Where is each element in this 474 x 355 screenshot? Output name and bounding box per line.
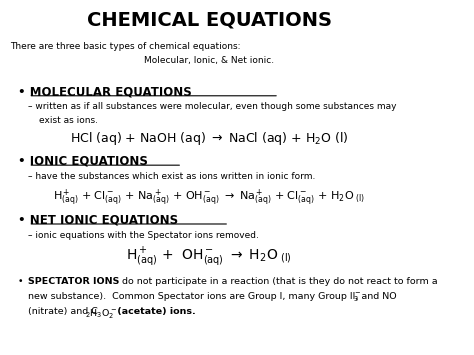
Text: $_3^-$: $_3^-$ [353, 292, 361, 305]
Text: do not participate in a reaction (that is they do not react to form a: do not participate in a reaction (that i… [119, 277, 438, 286]
Text: H$^+_{\rm(aq)}$ + Cl$^-_{\rm(aq)}$ + Na$^+_{\rm(aq)}$ + OH$^-_{\rm(aq)}$ $\right: H$^+_{\rm(aq)}$ + Cl$^-_{\rm(aq)}$ + Na$… [53, 187, 365, 208]
Text: There are three basic types of chemical equations:: There are three basic types of chemical … [9, 42, 240, 51]
Text: (nitrate) and C: (nitrate) and C [28, 307, 98, 316]
Text: •: • [18, 277, 27, 286]
Text: • IONIC EQUATIONS: • IONIC EQUATIONS [18, 155, 148, 168]
Text: • MOLECULAR EQUATIONS: • MOLECULAR EQUATIONS [18, 85, 192, 98]
Text: – ionic equations with the Spectator ions removed.: – ionic equations with the Spectator ion… [28, 231, 259, 240]
Text: H$^+_{\rm(aq)}$ +  OH$^-_{\rm(aq)}$ $\rightarrow$ H$_2$O$_{\rm\ (l)}$: H$^+_{\rm(aq)}$ + OH$^-_{\rm(aq)}$ $\rig… [127, 246, 292, 269]
Text: Molecular, Ionic, & Net ionic.: Molecular, Ionic, & Net ionic. [144, 56, 274, 65]
Text: – have the substances which exist as ions written in ionic form.: – have the substances which exist as ion… [28, 172, 316, 181]
Text: $_2$H$_3$O$_2^-$: $_2$H$_3$O$_2^-$ [85, 307, 118, 321]
Text: SPECTATOR IONS: SPECTATOR IONS [28, 277, 120, 286]
Text: – written as if all substances were molecular, even though some substances may: – written as if all substances were mole… [28, 103, 397, 111]
Text: exist as ions.: exist as ions. [39, 116, 98, 125]
Text: HCl (aq) + NaOH (aq) $\rightarrow$ NaCl (aq) + H$_2$O (l): HCl (aq) + NaOH (aq) $\rightarrow$ NaCl … [70, 130, 348, 147]
Text: new substance).  Common Spectator ions are Group I, many Group II, and NO: new substance). Common Spectator ions ar… [28, 292, 397, 301]
Text: (acetate) ions.: (acetate) ions. [114, 307, 196, 316]
Text: • NET IONIC EQUATIONS: • NET IONIC EQUATIONS [18, 213, 178, 226]
Text: CHEMICAL EQUATIONS: CHEMICAL EQUATIONS [87, 10, 332, 29]
